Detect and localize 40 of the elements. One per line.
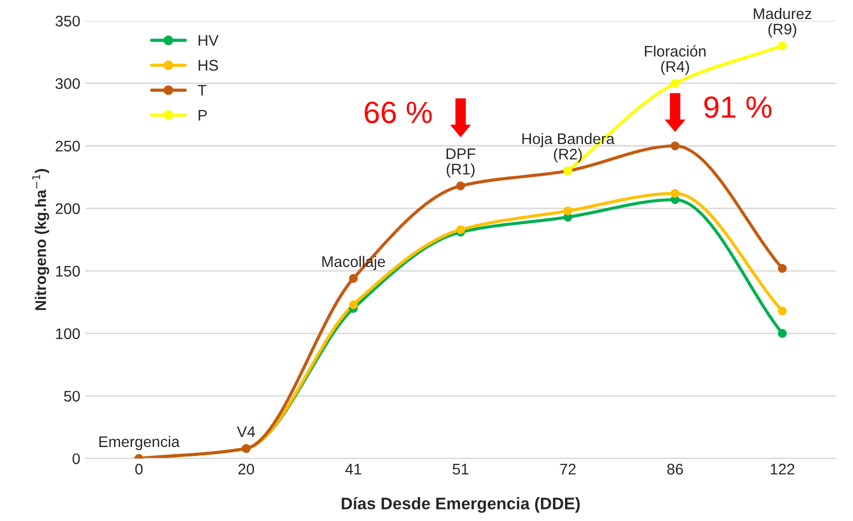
point [778,329,787,338]
y-tick-label: 50 [64,390,80,402]
x-tick-label: 51 [452,464,468,475]
y-axis-title: Nitrogeno (kg.ha$^{−1}$) [32,169,50,310]
annotation: Madurez (R9) [754,8,812,38]
point [670,141,680,150]
x-tick-label: 122 [770,464,794,474]
point [670,78,680,88]
x-tick-label: 0 [135,464,143,475]
annotation: 66 % [364,102,432,124]
legend-label: HV [198,35,219,46]
point [348,274,358,283]
point [778,41,787,50]
point [778,306,787,316]
annotation: Floración (R4) [644,45,706,76]
annotation: 91 % [704,96,772,118]
legend-label: T [198,85,206,96]
point [456,182,466,190]
y-tick-label: 150 [56,266,80,277]
x-tick-label: 86 [667,464,683,475]
y-tick-label: 100 [56,328,80,340]
point [563,206,572,216]
x-tick-label: 20 [238,464,254,475]
y-tick-label: 200 [56,203,80,214]
annotation: V4 [236,426,256,437]
point [456,225,466,234]
annotation: Emergencia [99,436,180,450]
legend-label: P [198,110,207,120]
point [670,189,680,198]
x-tick-label: 41 [345,464,362,474]
y-tick-label: 250 [56,140,80,152]
annotation: DPF (R1) [446,148,476,178]
point [348,300,358,310]
point [778,264,787,273]
legend-label: HS [198,60,218,71]
x-axis-title: Días Desde Emergencia (DDE) [342,497,580,513]
x-tick-label: 72 [560,464,576,474]
y-tick-label: 0 [72,453,80,464]
y-tick-label: 300 [56,78,80,90]
y-tick-label: 350 [56,16,80,27]
